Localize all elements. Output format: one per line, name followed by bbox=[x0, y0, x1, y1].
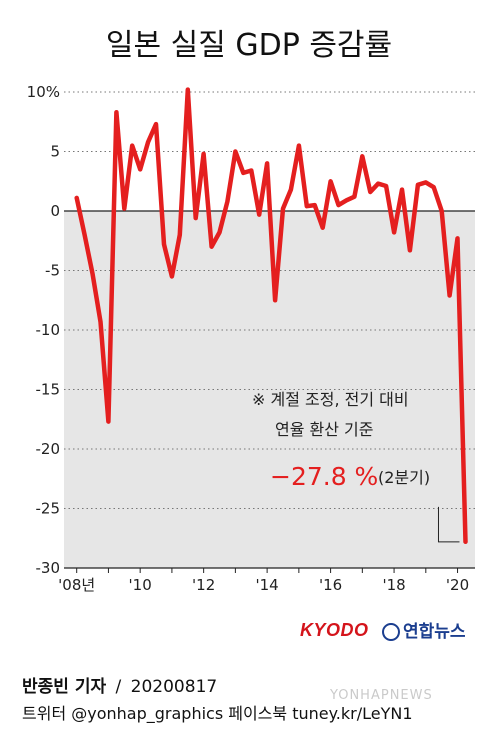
data-point bbox=[274, 299, 276, 301]
x-tick-label: '08년 bbox=[58, 576, 95, 594]
data-point bbox=[234, 151, 236, 152]
y-tick-label: 0 bbox=[50, 202, 60, 220]
data-point bbox=[211, 246, 213, 248]
y-tick-label: -30 bbox=[36, 559, 61, 577]
data-point bbox=[433, 186, 435, 188]
y-tick-label: -15 bbox=[36, 381, 61, 399]
y-tick-label: -5 bbox=[45, 262, 60, 280]
data-point bbox=[393, 231, 395, 233]
credit-separator: / bbox=[115, 677, 122, 697]
data-point bbox=[187, 89, 189, 91]
data-point bbox=[314, 204, 316, 206]
highlight-value: −27.8 % bbox=[270, 462, 378, 491]
x-tick-label: '12 bbox=[192, 576, 215, 594]
yonhap-logo-text: 연합뉴스 bbox=[403, 622, 466, 642]
data-point bbox=[457, 237, 459, 239]
data-point bbox=[425, 181, 427, 183]
data-point bbox=[417, 184, 419, 186]
data-point bbox=[258, 214, 260, 216]
x-tick-label: '14 bbox=[256, 576, 279, 594]
data-point bbox=[338, 204, 340, 206]
data-point bbox=[353, 196, 355, 198]
data-point bbox=[139, 168, 141, 170]
credit-date: 20200817 bbox=[130, 677, 218, 697]
x-axis-ticks: '08년 '10 '12 '14 '16 '18 '20 bbox=[58, 568, 469, 594]
data-point bbox=[131, 145, 133, 147]
data-point bbox=[76, 197, 78, 199]
data-point bbox=[219, 231, 221, 233]
data-point bbox=[92, 273, 94, 275]
data-point bbox=[449, 294, 451, 296]
data-point bbox=[195, 217, 197, 219]
data-point bbox=[290, 189, 292, 191]
data-point bbox=[345, 199, 347, 201]
data-point bbox=[115, 111, 117, 113]
yonhap-mark-icon bbox=[382, 623, 400, 641]
y-tick-label: -20 bbox=[36, 440, 61, 458]
data-point bbox=[441, 210, 443, 212]
data-point bbox=[171, 275, 173, 277]
sns-line: 트위터 @yonhap_graphics 페이스북 tuney.kr/LeYN1 bbox=[22, 704, 413, 723]
watermark: YONHAPNEWS bbox=[330, 688, 433, 703]
reporter: 반종빈 기자 bbox=[22, 677, 107, 697]
data-point bbox=[155, 123, 157, 125]
data-point bbox=[163, 243, 165, 245]
data-point bbox=[361, 155, 363, 157]
note-line-2: 연율 환산 기준 bbox=[275, 420, 374, 439]
note-line-1: ※ 계절 조정, 전기 대비 bbox=[252, 390, 409, 409]
kyodo-logo: KYODO bbox=[300, 620, 369, 640]
x-tick-label: '16 bbox=[319, 576, 342, 594]
x-tick-label: '18 bbox=[382, 576, 405, 594]
data-point bbox=[99, 321, 101, 323]
data-point bbox=[107, 421, 109, 423]
chart-title: 일본 실질 GDP 증감률 bbox=[106, 28, 392, 63]
y-tick-label: 5 bbox=[50, 143, 60, 161]
y-tick-label: 10% bbox=[27, 83, 60, 101]
data-point bbox=[242, 172, 244, 174]
data-point bbox=[123, 208, 125, 210]
data-point bbox=[377, 183, 379, 185]
data-point bbox=[203, 153, 205, 155]
gdp-growth-line bbox=[74, 87, 468, 545]
data-point bbox=[147, 141, 149, 143]
data-point bbox=[306, 205, 308, 207]
data-point bbox=[298, 145, 300, 147]
y-tick-label: -25 bbox=[36, 500, 61, 518]
data-point bbox=[250, 170, 252, 172]
highlight-quarter: (2분기) bbox=[378, 468, 430, 487]
data-point bbox=[330, 180, 332, 182]
data-point bbox=[409, 249, 411, 251]
data-point bbox=[385, 185, 387, 187]
annotation-leader-line bbox=[437, 506, 460, 543]
data-point bbox=[401, 189, 403, 191]
x-tick-label: '10 bbox=[129, 576, 152, 594]
data-point bbox=[369, 191, 371, 193]
data-point bbox=[179, 234, 181, 236]
data-point bbox=[282, 208, 284, 210]
data-points bbox=[76, 89, 466, 543]
data-point bbox=[322, 227, 324, 229]
y-axis-ticks: 10% 5 0 -5 -10 -15 -20 -25 -30 bbox=[27, 83, 60, 577]
yonhap-logo: 연합뉴스 bbox=[382, 617, 466, 642]
credit-line: 반종빈 기자 / 20200817 bbox=[22, 672, 217, 697]
data-point bbox=[84, 234, 86, 236]
x-tick-label: '20 bbox=[446, 576, 469, 594]
y-tick-label: -10 bbox=[36, 321, 61, 339]
data-point bbox=[226, 200, 228, 202]
data-point bbox=[266, 162, 268, 164]
data-point bbox=[464, 541, 466, 543]
